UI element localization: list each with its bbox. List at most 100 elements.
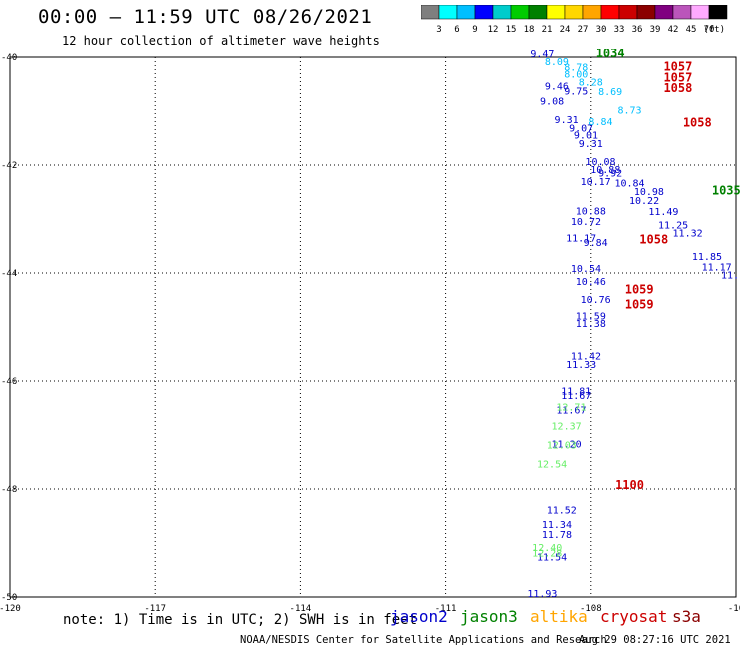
x-tick-label: -111 [435,604,457,614]
wave-height-label-jason2: 9.46 [545,81,569,92]
wave-height-label-jason3: 1035 [712,184,740,198]
data-labels: 9.479.469.759.089.319.079.019.3110.0810.… [527,46,740,600]
wave-height-label-jason2: 11.34 [542,520,572,531]
wave-height-label-jason2: 11.33 [566,360,596,371]
wave-height-label-altika: 8.00 [564,70,588,81]
wave-height-label-jason2: 10.88 [576,207,606,218]
wave-height-label-s3a: 12.03 [547,441,577,452]
x-tick-label: -114 [290,604,312,614]
wave-height-label-jason2: 10.72 [571,217,601,228]
colorbar-label: 9 [472,25,477,35]
colorbar-label: 27 [578,25,589,35]
wave-height-label-jason2: 9.92 [598,168,622,179]
legend-s3a: s3a [672,607,701,626]
wave-height-label-jason2: 11.32 [673,228,703,239]
wave-height-label-jason2: 11.81 [561,387,591,398]
wave-height-label-cryosat: 1059 [625,283,654,297]
colorbar-label: 70 [704,25,715,35]
legend-jason3: jason3 [460,607,518,626]
wave-height-label-jason2: 9.31 [555,115,579,126]
wave-height-label-cryosat: 1058 [663,81,692,95]
wave-height-label-cryosat: 1057 [663,60,692,74]
colorbar-label: 6 [454,25,459,35]
colorbar-label: 39 [650,25,661,35]
wave-height-label-jason2: 10.54 [571,264,601,275]
wave-height-label-s3a: 12.54 [537,459,567,470]
legend-altika: altika [530,607,588,626]
y-tick-label: -50 [1,593,17,603]
wave-height-label-jason2: 9.75 [564,86,588,97]
wave-height-label-cryosat: 1058 [683,116,712,130]
wave-height-label-jason2: 11.78 [542,530,572,541]
colorbar-label: 3 [436,25,441,35]
x-tick-label: -108 [580,604,602,614]
wave-height-label-jason2: 11.38 [576,319,606,330]
colorbar-label: 21 [542,25,553,35]
wave-height-label-jason2: 11.54 [537,552,567,563]
wave-height-label-s3a: 12.40 [532,543,562,554]
wave-height-label-cryosat: 1058 [639,232,668,246]
wave-height-label-s3a: 12.37 [552,422,582,433]
wave-height-label-cryosat: 1059 [625,298,654,312]
wave-height-label-jason2: 11.67 [556,405,586,416]
colorbar-label: 15 [506,25,517,35]
wave-height-label-jason2: 11.19 [721,270,740,281]
chart-subtitle: 12 hour collection of altimeter wave hei… [62,34,380,48]
wave-height-label-jason2: 10.17 [581,177,611,188]
wave-height-label-altika: 8.84 [588,117,612,128]
wave-height-label-altika: 8.73 [617,106,641,117]
wave-height-label-jason2: 11.52 [547,505,577,516]
colorbar-label: 18 [524,25,535,35]
wave-height-label-jason2: 10.84 [614,179,644,190]
legend-cryosat: cryosat [600,607,668,626]
y-tick-label: -42 [1,161,17,171]
colorbar-label: 12 [488,25,499,35]
wave-height-label-jason2: 9.84 [584,238,608,249]
wave-height-label-jason2: 11.25 [658,221,688,232]
color-scale-bar: 3 6 9 12 15 18 21 24 27 30 33 36 39 42 45 70(ft) [421,5,728,35]
wave-height-label-altika: 8.28 [579,78,603,89]
wave-height-label-jason2: 11.49 [648,207,678,218]
y-tick-label: -44 [1,269,17,279]
wave-height-label-jason2: 10.76 [581,295,611,306]
wave-height-label-jason2: 10.08 [585,157,615,168]
colorbar-label: 36 [632,25,643,35]
wave-height-label-jason2: 11.85 [692,252,722,263]
wave-height-label-altika: 8.09 [545,57,569,68]
colorbar-label: 33 [614,25,625,35]
wave-height-label-jason2: 10.98 [634,187,664,198]
colorbar-label: 30 [596,25,607,35]
colorbar-unit: (ft) [703,25,725,35]
wave-height-label-jason2: 11.59 [576,311,606,322]
wave-height-label-jason2: 10.46 [576,277,606,288]
x-tick-label: -10 [728,604,740,614]
wave-height-label-jason2: 11.42 [571,351,601,362]
wave-height-label-altika: 8.78 [564,63,588,74]
wave-height-label-jason2: 11.17 [566,234,596,245]
wave-height-label-jason3: 1034 [596,46,625,60]
y-tick-label: -40 [1,53,17,63]
wave-height-label-jason2: 9.01 [574,131,598,142]
chart-title: 00:00 — 11:59 UTC 08/26/2021 [38,6,373,28]
wave-height-label-jason2: 11.20 [552,439,582,450]
wave-height-label-s3a: 12.71 [556,403,586,414]
y-tick-label: -48 [1,485,17,495]
wave-height-label-altika: 8.69 [598,87,622,98]
x-tick-label: -117 [144,604,166,614]
wave-height-label-jason2: 9.47 [530,49,554,60]
legend-jason2: jason2 [390,607,448,626]
colorbar-label: 42 [668,25,679,35]
credit-line: NOAA/NESDIS Center for Satellite Applica… [240,634,607,646]
generation-timestamp: Aug 29 08:27:16 UTC 2021 [579,634,731,646]
colorbar-label: 45 [686,25,697,35]
wave-height-label-cryosat: 1100 [615,478,644,492]
wave-height-label-jason2: 9.31 [579,139,603,150]
wave-height-label-jason2: 10.88 [590,165,620,176]
wave-height-label-s3a: 12.28 [532,549,562,560]
wave-height-label-jason2: 11.67 [561,391,591,402]
wave-height-label-jason2: 11.17 [702,262,732,273]
y-tick-label: -46 [1,377,17,387]
wave-height-label-jason2: 10.22 [629,196,659,207]
wave-height-label-jason2: 9.08 [540,97,564,108]
wave-height-label-jason2: 11.93 [527,589,557,600]
